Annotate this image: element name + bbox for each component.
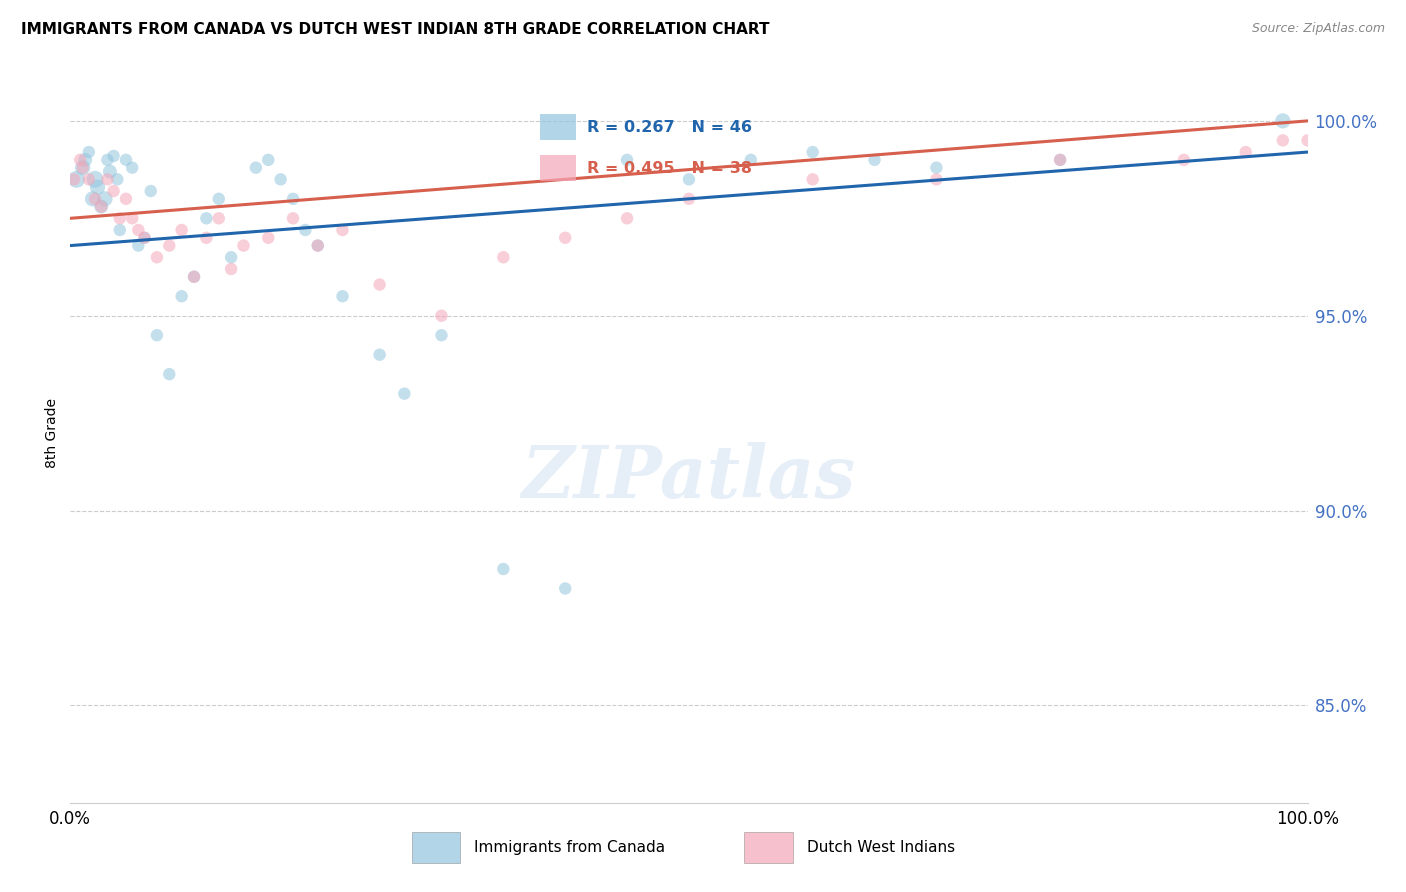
Point bbox=[157, 367, 180, 381]
Point bbox=[77, 145, 100, 159]
Point bbox=[183, 269, 205, 284]
Point bbox=[307, 238, 329, 252]
Point bbox=[1173, 153, 1195, 167]
Point bbox=[270, 172, 292, 186]
Point bbox=[554, 582, 576, 596]
Point bbox=[72, 161, 94, 175]
Point bbox=[115, 192, 138, 206]
Point bbox=[257, 231, 280, 245]
Point bbox=[84, 172, 107, 186]
Point bbox=[801, 145, 824, 159]
Point bbox=[430, 309, 453, 323]
Point bbox=[139, 184, 162, 198]
Point bbox=[72, 161, 94, 175]
Y-axis label: 8th Grade: 8th Grade bbox=[45, 398, 59, 467]
Point bbox=[492, 250, 515, 264]
Point bbox=[108, 223, 131, 237]
Point bbox=[368, 277, 391, 292]
Point bbox=[332, 289, 354, 303]
Point bbox=[208, 192, 231, 206]
Point bbox=[170, 223, 193, 237]
Point bbox=[925, 161, 948, 175]
Point bbox=[740, 153, 762, 167]
Point bbox=[801, 172, 824, 186]
Point bbox=[69, 153, 91, 167]
Point bbox=[219, 250, 242, 264]
Text: Source: ZipAtlas.com: Source: ZipAtlas.com bbox=[1251, 22, 1385, 36]
Point bbox=[170, 289, 193, 303]
Point bbox=[127, 223, 149, 237]
Point bbox=[616, 211, 638, 226]
Point bbox=[492, 562, 515, 576]
Point bbox=[232, 238, 254, 252]
Point bbox=[146, 328, 169, 343]
Point bbox=[134, 231, 156, 245]
Point bbox=[103, 149, 125, 163]
Point bbox=[394, 386, 416, 401]
Point bbox=[307, 238, 329, 252]
Point bbox=[86, 180, 108, 194]
Point bbox=[146, 250, 169, 264]
Point bbox=[332, 223, 354, 237]
Point bbox=[208, 211, 231, 226]
Point bbox=[678, 172, 700, 186]
Point bbox=[90, 200, 112, 214]
Point bbox=[1234, 145, 1257, 159]
Point bbox=[77, 172, 100, 186]
Point bbox=[108, 211, 131, 226]
Point bbox=[94, 192, 117, 206]
Point bbox=[1049, 153, 1071, 167]
Point bbox=[63, 172, 86, 186]
Point bbox=[1271, 114, 1294, 128]
Point bbox=[1271, 133, 1294, 147]
Point bbox=[195, 211, 218, 226]
Point bbox=[925, 172, 948, 186]
Point bbox=[96, 153, 118, 167]
Point bbox=[678, 192, 700, 206]
Point bbox=[157, 238, 180, 252]
Point bbox=[1296, 133, 1319, 147]
Point bbox=[257, 153, 280, 167]
Point bbox=[121, 211, 143, 226]
Point bbox=[96, 172, 118, 186]
Point bbox=[219, 262, 242, 277]
Point bbox=[430, 328, 453, 343]
Point bbox=[75, 153, 97, 167]
Text: IMMIGRANTS FROM CANADA VS DUTCH WEST INDIAN 8TH GRADE CORRELATION CHART: IMMIGRANTS FROM CANADA VS DUTCH WEST IND… bbox=[21, 22, 769, 37]
Point bbox=[245, 161, 267, 175]
Point bbox=[616, 153, 638, 167]
Point bbox=[103, 184, 125, 198]
Point bbox=[121, 161, 143, 175]
Text: ZIPatlas: ZIPatlas bbox=[522, 442, 856, 513]
Point bbox=[65, 172, 87, 186]
Point bbox=[368, 348, 391, 362]
Point bbox=[98, 164, 121, 178]
Point bbox=[127, 238, 149, 252]
Point bbox=[105, 172, 128, 186]
Point bbox=[84, 192, 107, 206]
Point bbox=[294, 223, 316, 237]
Point bbox=[115, 153, 138, 167]
Point bbox=[134, 231, 156, 245]
Point bbox=[90, 200, 112, 214]
Point bbox=[183, 269, 205, 284]
Point bbox=[554, 231, 576, 245]
Point bbox=[1049, 153, 1071, 167]
Point bbox=[863, 153, 886, 167]
Point bbox=[281, 192, 304, 206]
Point bbox=[82, 192, 104, 206]
Point bbox=[281, 211, 304, 226]
Point bbox=[195, 231, 218, 245]
